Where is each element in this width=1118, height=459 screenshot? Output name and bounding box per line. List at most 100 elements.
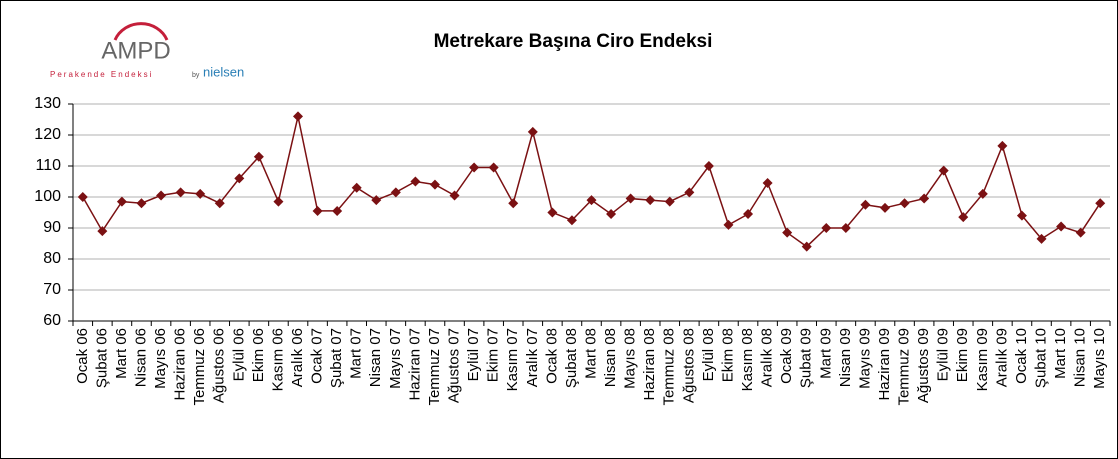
data-point [508, 198, 519, 209]
x-tick-label: Ocak 08 [543, 328, 560, 384]
x-tick-label: Eylül 08 [700, 328, 717, 381]
data-point [977, 188, 988, 199]
data-point [723, 219, 734, 230]
data-point [214, 198, 225, 209]
x-tick-label: Ocak 09 [778, 328, 795, 384]
x-tick-label: Şubat 06 [93, 328, 110, 388]
y-tick-label: 70 [43, 281, 61, 298]
x-tick-label: Kasım 08 [739, 328, 756, 391]
x-tick-label: Eylül 07 [465, 328, 482, 381]
x-tick-label: Aralık 08 [759, 328, 776, 387]
y-tick-label: 100 [34, 188, 61, 205]
x-tick-label: Ocak 06 [74, 328, 91, 384]
y-tick-label: 80 [43, 250, 61, 267]
data-point [566, 215, 577, 226]
x-tick-label: Aralık 07 [524, 328, 541, 387]
data-point [1075, 227, 1086, 238]
x-tick-label: Temmuz 09 [896, 328, 913, 406]
x-tick-label: Mart 06 [113, 328, 130, 379]
data-point [253, 151, 264, 162]
data-point [1095, 198, 1106, 209]
logo-arc [113, 22, 169, 41]
x-tick-label: Eylül 09 [935, 328, 952, 381]
data-point [801, 241, 812, 252]
x-tick-label: Temmuz 07 [426, 328, 443, 406]
data-point [410, 176, 421, 187]
data-point [879, 202, 890, 213]
x-tick-label: Mayıs 07 [387, 328, 404, 389]
data-point [527, 126, 538, 137]
logo-by: by [192, 72, 200, 79]
data-point [449, 190, 460, 201]
data-point [645, 195, 656, 206]
data-point [175, 187, 186, 198]
data-point [469, 162, 480, 173]
data-point [371, 195, 382, 206]
x-tick-label: Mayıs 10 [1091, 328, 1108, 389]
data-point [547, 207, 558, 218]
data-point [997, 140, 1008, 151]
x-tick-label: Nisan 06 [132, 328, 149, 387]
x-tick-label: Kasım 06 [269, 328, 286, 391]
logo-tagline: Perakende Endeksi [50, 70, 153, 79]
x-tick-label: Mart 07 [348, 328, 365, 379]
data-point [429, 179, 440, 190]
data-point [606, 209, 617, 220]
x-tick-label: Aralık 09 [993, 328, 1010, 387]
data-point [840, 223, 851, 233]
data-point [625, 193, 636, 204]
data-point [919, 193, 930, 204]
x-tick-label: Temmuz 06 [191, 328, 208, 406]
x-tick-label: Mayıs 09 [856, 328, 873, 389]
data-point [332, 205, 343, 216]
data-point [312, 205, 323, 216]
x-tick-label: Şubat 08 [563, 328, 580, 388]
x-tick-label: Haziran 09 [876, 328, 893, 401]
y-tick-label: 90 [43, 219, 61, 236]
data-point [899, 198, 910, 209]
x-tick-label: Haziran 07 [406, 328, 423, 401]
x-tick-label: Nisan 07 [367, 328, 384, 387]
x-tick-label: Ağustos 09 [915, 328, 932, 403]
x-tick-label: Temmuz 08 [661, 328, 678, 406]
x-tick-label: Ocak 07 [309, 328, 326, 384]
x-tick-label: Şubat 10 [1032, 328, 1049, 388]
data-point [116, 196, 127, 207]
data-point [664, 196, 675, 207]
x-tick-label: Aralık 06 [289, 328, 306, 387]
x-tick-label: Ekim 08 [719, 328, 736, 382]
data-point [958, 212, 969, 223]
data-point [195, 188, 206, 199]
data-point [782, 227, 793, 238]
logo-brand: nielsen [203, 64, 244, 79]
data-point [1036, 233, 1047, 244]
x-tick-label: Haziran 06 [172, 328, 189, 401]
x-tick-label: Mart 08 [582, 328, 599, 379]
x-tick-label: Ekim 06 [250, 328, 267, 382]
x-tick-label: Ocak 10 [1013, 328, 1030, 384]
data-point [821, 223, 832, 233]
data-point [234, 173, 245, 184]
x-tick-label: Şubat 09 [798, 328, 815, 388]
x-tick-label: Haziran 08 [641, 328, 658, 401]
x-tick-label: Ağustos 08 [680, 328, 697, 403]
data-point [1056, 221, 1067, 232]
y-tick-label: 60 [43, 312, 61, 329]
x-tick-label: Mayıs 06 [152, 328, 169, 389]
data-point [77, 192, 88, 202]
data-point [156, 190, 167, 201]
data-point [136, 198, 147, 209]
x-tick-label: Mayıs 08 [622, 328, 639, 389]
data-point [684, 187, 695, 198]
y-tick-label: 130 [34, 95, 61, 112]
data-point [762, 178, 773, 189]
x-tick-label: Ekim 07 [485, 328, 502, 382]
data-point [743, 209, 754, 220]
x-tick-label: Ağustos 07 [446, 328, 463, 403]
data-point [293, 111, 304, 122]
data-point [938, 165, 949, 176]
data-point [1016, 210, 1027, 221]
